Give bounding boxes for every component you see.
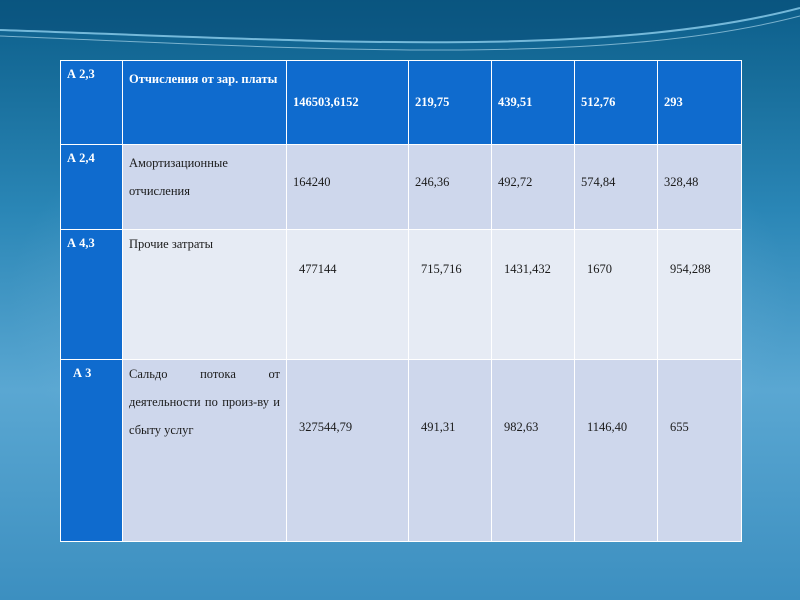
value-cell: 492,72: [491, 144, 575, 230]
row-code: А 4,3: [67, 236, 95, 250]
table-row: А 4,3 Прочие затраты 477144 715,716 1431…: [60, 229, 742, 360]
value-cell: 655: [657, 359, 742, 542]
cell-value: 655: [670, 420, 689, 434]
background-swoosh: [0, 0, 800, 51]
row-code: А 2,3: [67, 67, 95, 81]
cell-value: 477144: [299, 262, 337, 276]
cell-value: 219,75: [415, 95, 450, 109]
value-cell: 293: [657, 60, 742, 145]
value-cell: 512,76: [574, 60, 658, 145]
row-label-cell: Отчисления от зар. платы: [122, 60, 287, 145]
value-cell: 954,288: [657, 229, 742, 360]
value-cell: 715,716: [408, 229, 492, 360]
cell-value: 954,288: [670, 262, 711, 276]
cell-value: 512,76: [581, 95, 616, 109]
cell-value: 1431,432: [504, 262, 551, 276]
value-cell: 1146,40: [574, 359, 658, 542]
cell-value: 492,72: [498, 175, 533, 189]
row-label: Амортизационные отчисления: [129, 156, 228, 198]
row-code: А 2,4: [67, 151, 95, 165]
cell-value: 1146,40: [587, 420, 628, 434]
cell-value: 328,48: [664, 175, 699, 189]
value-cell: 477144: [286, 229, 409, 360]
cell-value: 439,51: [498, 95, 533, 109]
value-cell: 491,31: [408, 359, 492, 542]
row-label-cell: Прочие затраты: [122, 229, 287, 360]
cell-value: 146503,6152: [293, 95, 359, 109]
value-cell: 164240: [286, 144, 409, 230]
value-cell: 219,75: [408, 60, 492, 145]
financial-table: А 2,3 Отчисления от зар. платы 146503,61…: [60, 60, 742, 542]
value-cell: 1431,432: [491, 229, 575, 360]
row-label: Отчисления от зар. платы: [129, 72, 278, 86]
row-code-cell: А 2,4: [60, 144, 123, 230]
value-cell: 1670: [574, 229, 658, 360]
value-cell: 246,36: [408, 144, 492, 230]
cell-value: 293: [664, 95, 683, 109]
row-label: Сальдо потока от деятельности по произ-в…: [129, 367, 280, 437]
row-label-cell: Амортизационные отчисления: [122, 144, 287, 230]
value-cell: 574,84: [574, 144, 658, 230]
row-code-cell: А 4,3: [60, 229, 123, 360]
cell-value: 491,31: [421, 420, 456, 434]
row-code-cell: А 3: [60, 359, 123, 542]
row-label-cell: Сальдо потока от деятельности по произ-в…: [122, 359, 287, 542]
cell-value: 574,84: [581, 175, 616, 189]
table-row: А 2,4 Амортизационные отчисления 164240 …: [60, 144, 742, 230]
value-cell: 327544,79: [286, 359, 409, 542]
row-code-cell: А 2,3: [60, 60, 123, 145]
cell-value: 1670: [587, 262, 612, 276]
row-label: Прочие затраты: [129, 237, 213, 251]
cell-value: 982,63: [504, 420, 539, 434]
value-cell: 146503,6152: [286, 60, 409, 145]
value-cell: 328,48: [657, 144, 742, 230]
row-code: А 3: [73, 366, 92, 380]
cell-value: 327544,79: [299, 420, 353, 434]
cell-value: 246,36: [415, 175, 450, 189]
value-cell: 439,51: [491, 60, 575, 145]
cell-value: 715,716: [421, 262, 462, 276]
table-row: А 2,3 Отчисления от зар. платы 146503,61…: [60, 60, 742, 145]
cell-value: 164240: [293, 175, 331, 189]
value-cell: 982,63: [491, 359, 575, 542]
table-row: А 3 Сальдо потока от деятельности по про…: [60, 359, 742, 542]
